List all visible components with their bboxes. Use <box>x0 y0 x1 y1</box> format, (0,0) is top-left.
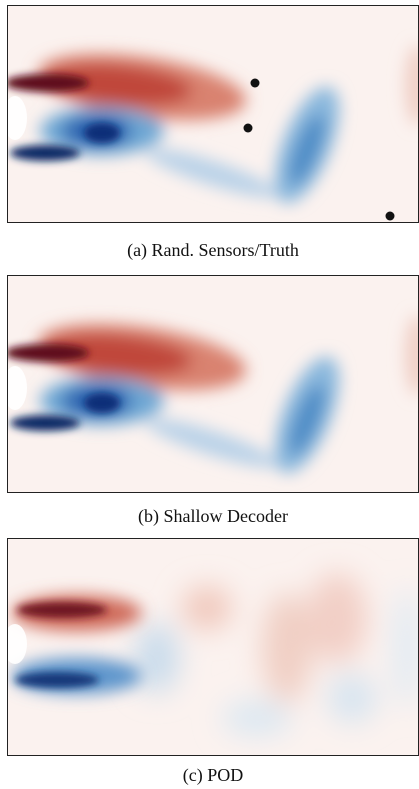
panel-image <box>3 5 419 223</box>
caption: (a) Rand. Sensors/Truth <box>127 240 299 261</box>
panel-image <box>3 275 419 493</box>
caption: (b) Shallow Decoder <box>138 506 288 527</box>
sensor <box>250 78 260 88</box>
caption: (c) POD <box>183 765 244 786</box>
sensor <box>243 123 253 133</box>
sensor <box>385 211 395 221</box>
panel-image <box>7 538 419 756</box>
